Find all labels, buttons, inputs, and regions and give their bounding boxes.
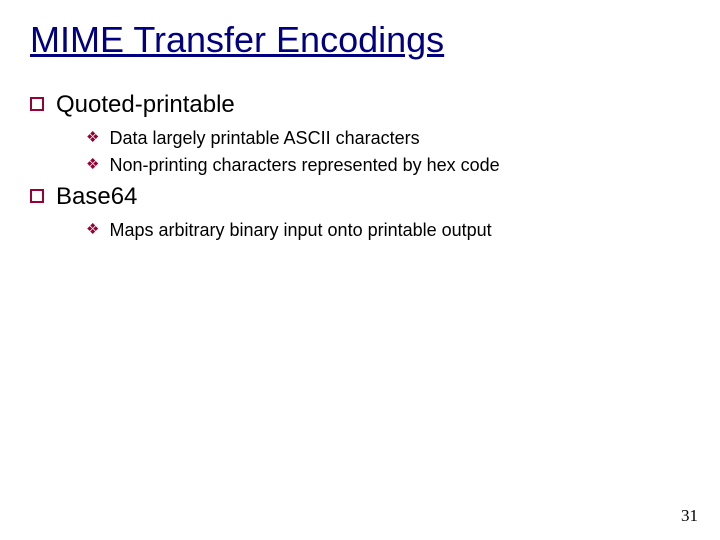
slide-title: MIME Transfer Encodings (30, 18, 690, 61)
list-item: Quoted-printable (30, 89, 690, 120)
list-item: Base64 (30, 181, 690, 212)
list-subitem-label: Data largely printable ASCII characters (109, 126, 419, 150)
list-item-label: Quoted-printable (56, 89, 235, 120)
diamond-bullet-icon: ❖ (86, 153, 99, 177)
diamond-bullet-icon: ❖ (86, 126, 99, 150)
page-number: 31 (681, 506, 698, 526)
diamond-bullet-icon: ❖ (86, 218, 99, 242)
square-bullet-icon (30, 189, 44, 203)
list-subitem-label: Non-printing characters represented by h… (109, 153, 499, 177)
list-subitem: ❖ Data largely printable ASCII character… (86, 126, 690, 150)
slide: MIME Transfer Encodings Quoted-printable… (0, 0, 720, 540)
list-subitem-label: Maps arbitrary binary input onto printab… (109, 218, 491, 242)
list-subitem: ❖ Maps arbitrary binary input onto print… (86, 218, 690, 242)
square-bullet-icon (30, 97, 44, 111)
list-subitem: ❖ Non-printing characters represented by… (86, 153, 690, 177)
list-item-label: Base64 (56, 181, 137, 212)
